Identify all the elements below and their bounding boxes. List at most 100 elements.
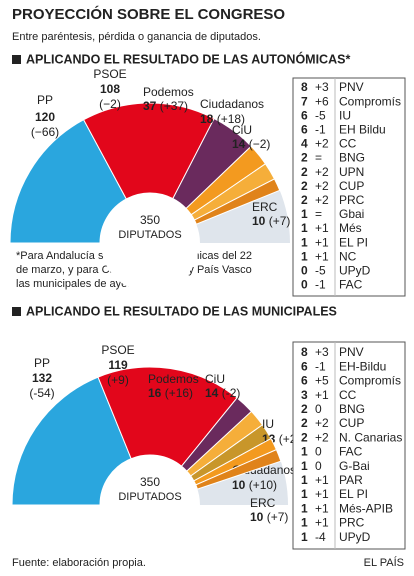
seat-segment bbox=[9, 119, 127, 244]
table-change: +2 bbox=[315, 193, 329, 207]
table-change: +1 bbox=[315, 388, 329, 402]
table-seats: 2 bbox=[301, 151, 308, 165]
section-title: APLICANDO EL RESULTADO DE LAS AUTONÓMICA… bbox=[26, 51, 350, 66]
table-change: +6 bbox=[315, 94, 329, 108]
table-party: EL PI bbox=[339, 235, 368, 249]
table-party: FAC bbox=[339, 445, 363, 459]
table-party: UPN bbox=[339, 165, 364, 179]
table-change: -4 bbox=[315, 530, 326, 544]
seat-segment bbox=[195, 448, 282, 490]
party-name: Ciudadanos bbox=[200, 97, 264, 111]
title: PROYECCIÓN SOBRE EL CONGRESO bbox=[12, 5, 285, 23]
table-change: +5 bbox=[315, 374, 329, 388]
change-label: (+7) bbox=[269, 214, 291, 228]
total-label: DIPUTADOS bbox=[118, 491, 181, 503]
table-party: Compromís bbox=[339, 374, 401, 388]
table-seats: 6 bbox=[301, 359, 308, 373]
table-seats: 7 bbox=[301, 94, 308, 108]
change-label: (-2) bbox=[222, 386, 241, 400]
seat-label: 14 bbox=[205, 386, 219, 400]
party-name: PSOE bbox=[93, 67, 126, 81]
table-party: IU bbox=[339, 108, 351, 122]
table-party: FAC bbox=[339, 278, 363, 292]
table-party: CC bbox=[339, 388, 357, 402]
table-seats: 1 bbox=[301, 487, 308, 501]
party-name: PSOE bbox=[101, 343, 134, 357]
change-label: (−2) bbox=[249, 137, 271, 151]
table-party: EH Bildu bbox=[339, 122, 386, 136]
table-seats: 1 bbox=[301, 207, 308, 221]
table-seats: 1 bbox=[301, 235, 308, 249]
table-seats: 0 bbox=[301, 263, 308, 277]
table-party: UPyD bbox=[339, 263, 371, 277]
table-seats: 8 bbox=[301, 345, 308, 359]
table-change: +3 bbox=[315, 80, 329, 94]
table-seats: 8 bbox=[301, 80, 308, 94]
seat-label: 120 bbox=[35, 110, 55, 124]
table-seats: 2 bbox=[301, 402, 308, 416]
table-seats: 3 bbox=[301, 388, 308, 402]
seat-change-label: 10 (+7) bbox=[250, 510, 288, 524]
table-change: +1 bbox=[315, 473, 329, 487]
table-party: PRC bbox=[339, 193, 365, 207]
hemicycle-centre bbox=[101, 194, 199, 292]
table-party: PRC bbox=[339, 516, 365, 530]
seat-label: 16 bbox=[148, 386, 162, 400]
total-seats: 350 bbox=[140, 213, 160, 227]
table-seats: 4 bbox=[301, 137, 308, 151]
table-seats: 2 bbox=[301, 430, 308, 444]
seat-segment bbox=[11, 376, 132, 506]
table-change: 0 bbox=[315, 459, 322, 473]
table-seats: 1 bbox=[301, 530, 308, 544]
table-seats: 1 bbox=[301, 501, 308, 515]
table-party: EH-Bildu bbox=[339, 359, 386, 373]
seat-label: 108 bbox=[100, 82, 120, 96]
table-change: +2 bbox=[315, 165, 329, 179]
seat-segment bbox=[97, 366, 238, 467]
party-name: PP bbox=[34, 356, 50, 370]
seat-change-label: 16 (+16) bbox=[148, 386, 193, 400]
footnote: las municipales de ayer. bbox=[16, 278, 133, 290]
table-change: -5 bbox=[315, 108, 326, 122]
party-name: CiU bbox=[232, 123, 252, 137]
table-box bbox=[292, 341, 406, 550]
subtitle: Entre paréntesis, pérdida o ganancia de … bbox=[12, 31, 261, 43]
total-seats: 350 bbox=[140, 475, 160, 489]
seat-label: 10 bbox=[252, 214, 266, 228]
table-change: +1 bbox=[315, 487, 329, 501]
change-label: (+16) bbox=[165, 386, 193, 400]
change-label: (−66) bbox=[31, 125, 59, 139]
table-change: -1 bbox=[315, 359, 326, 373]
section-title: APLICANDO EL RESULTADO DE LAS MUNICIPALE… bbox=[26, 304, 337, 318]
change-label: (+7) bbox=[267, 510, 289, 524]
seat-change-label: 14 (-2) bbox=[205, 386, 240, 400]
table-change: +2 bbox=[315, 179, 329, 193]
party-name: Podemos bbox=[143, 85, 194, 99]
table-seats: 1 bbox=[301, 473, 308, 487]
seat-change-label: 14 (−2) bbox=[232, 137, 270, 151]
table-party: NC bbox=[339, 249, 357, 263]
section-marker bbox=[12, 55, 21, 64]
table-party: N. Canarias bbox=[339, 430, 402, 444]
table-change: -1 bbox=[315, 122, 326, 136]
table-change: = bbox=[315, 207, 322, 221]
seat-label: 10 bbox=[250, 510, 264, 524]
table-party: Compromís bbox=[339, 94, 401, 108]
table-change: 0 bbox=[315, 445, 322, 459]
table-change: -1 bbox=[315, 278, 326, 292]
table-party: Gbai bbox=[339, 207, 364, 221]
table-party: CC bbox=[339, 137, 357, 151]
section-marker bbox=[12, 307, 21, 316]
table-party: CUP bbox=[339, 416, 364, 430]
table-change: -5 bbox=[315, 263, 326, 277]
table-change: +1 bbox=[315, 501, 329, 515]
seat-change-label: 10 (+10) bbox=[232, 478, 277, 492]
table-seats: 1 bbox=[301, 221, 308, 235]
seat-label: 10 bbox=[232, 478, 246, 492]
table-party: PNV bbox=[339, 80, 364, 94]
table-change: +2 bbox=[315, 137, 329, 151]
seat-change-label: 37 (+37) bbox=[143, 99, 188, 113]
table-seats: 1 bbox=[301, 459, 308, 473]
party-name: Podemos bbox=[148, 372, 199, 386]
table-seats: 1 bbox=[301, 249, 308, 263]
